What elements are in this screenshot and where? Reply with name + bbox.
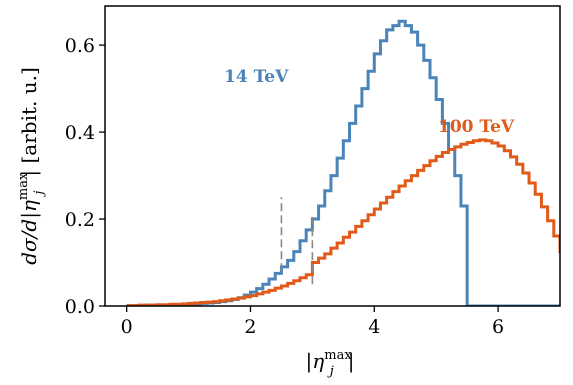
y-axis-label: dσ/d|ηmaxj| [arbit. u.] <box>16 67 47 265</box>
series-label-100tev: 100 TeV <box>438 117 515 137</box>
axis-ticks: 0 2 4 6 0.0 0.2 0.4 0.6 <box>65 35 504 338</box>
series-layer <box>126 19 560 306</box>
x-axis-label: |ηmax j | <box>306 348 355 379</box>
y-tick-label: 0.6 <box>65 35 95 57</box>
x-tick-label: 0 <box>121 316 133 338</box>
x-tick-label: 6 <box>492 316 504 338</box>
series-line-0 <box>126 19 560 306</box>
y-tick-label: 0.0 <box>65 296 95 318</box>
series-line-1 <box>126 138 560 306</box>
series-label-14tev: 14 TeV <box>224 67 289 87</box>
x-tick-label: 2 <box>244 316 256 338</box>
reference-lines <box>280 197 314 285</box>
x-tick-label: 4 <box>368 316 380 338</box>
y-tick-label: 0.2 <box>65 209 95 231</box>
plot-frame <box>104 5 561 307</box>
y-tick-label: 0.4 <box>65 122 95 144</box>
